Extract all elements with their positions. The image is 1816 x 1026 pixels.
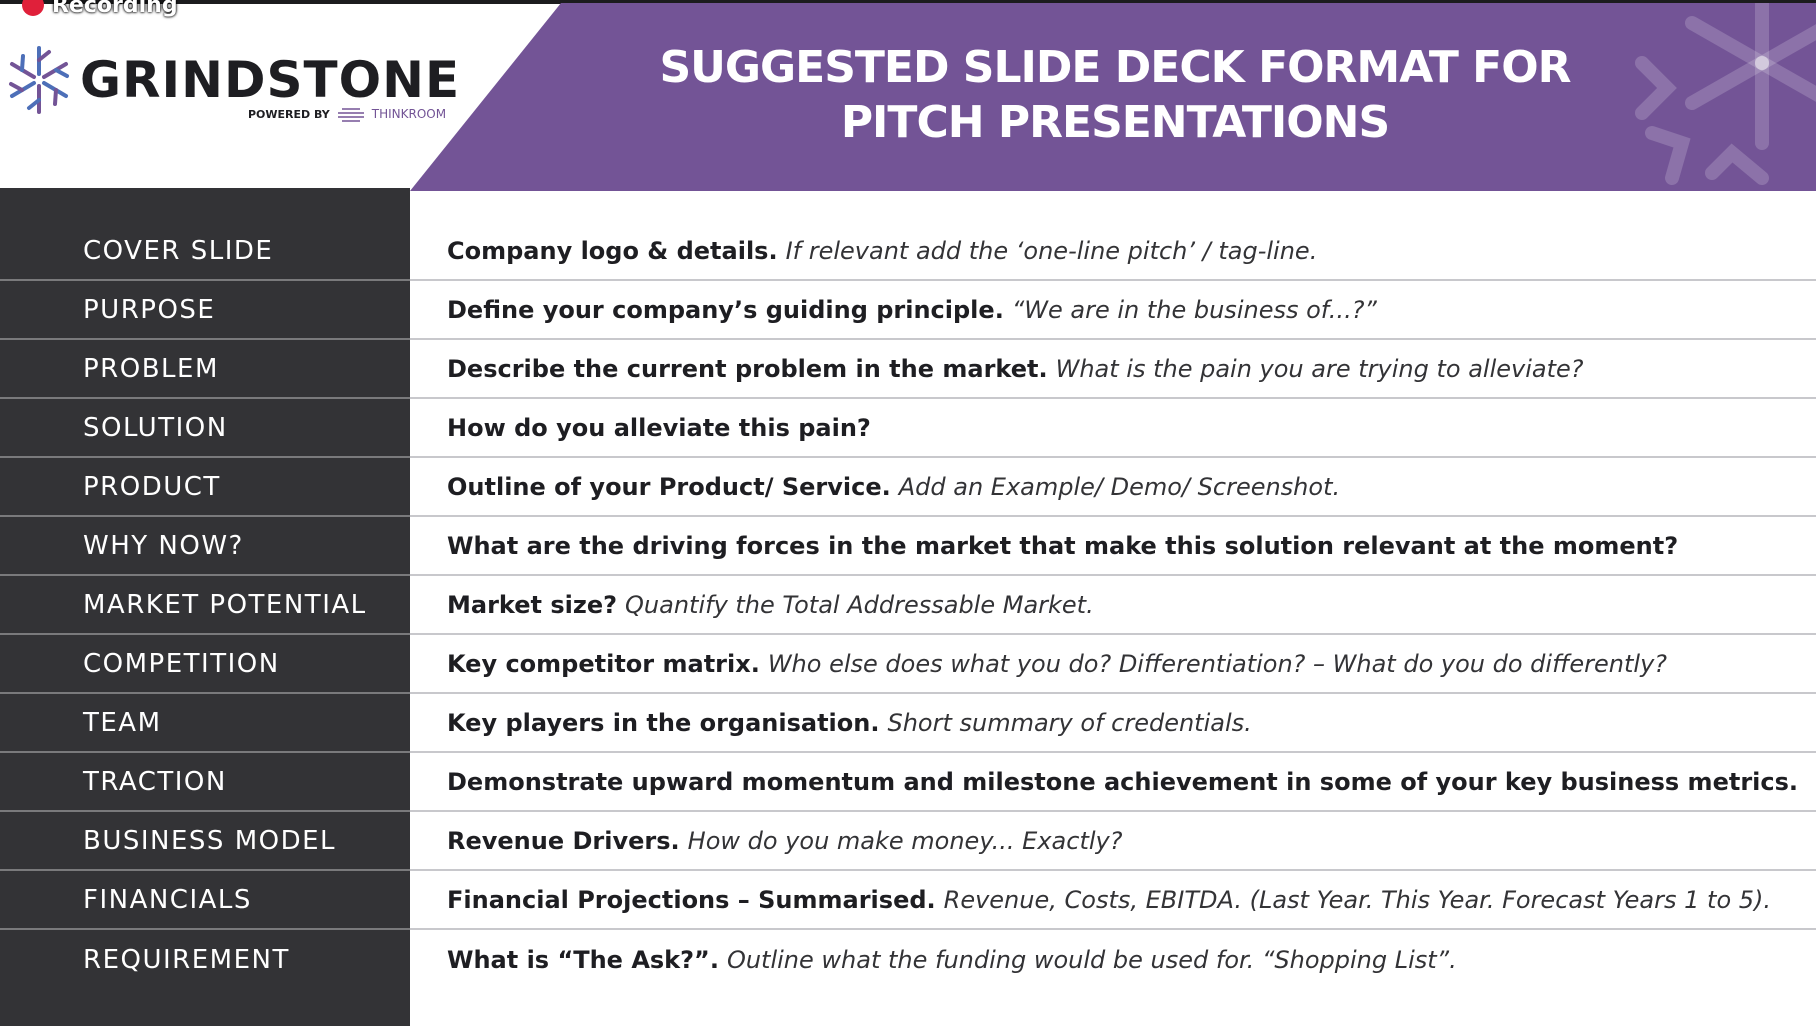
page-title-line-2: PITCH PRESENTATIONS: [840, 97, 1390, 148]
row-description-italic: Short summary of credentials.: [887, 708, 1252, 737]
recording-label: Recording: [52, 0, 178, 18]
snowflake-watermark-icon: [1635, 3, 1816, 185]
row-label: WHY NOW?: [0, 517, 410, 576]
row-description-italic: Revenue, Costs, EBITDA. (Last Year. This…: [943, 885, 1772, 914]
row-description-bold: What are the driving forces in the marke…: [447, 531, 1679, 560]
row-description-bold: Outline of your Product/ Service.: [447, 472, 891, 501]
row-label: BUSINESS MODEL: [0, 812, 410, 871]
powered-by-label: POWERED BY: [248, 107, 330, 121]
row-description-italic: What is the pain you are trying to allev…: [1055, 354, 1584, 383]
row-description-bold: Demonstrate upward momentum and mileston…: [447, 767, 1799, 796]
row-label: COVER SLIDE: [0, 222, 410, 281]
table-row: REQUIREMENT What is “The Ask?”. Outline w…: [0, 930, 1816, 989]
row-description: Key players in the organisation. Short su…: [410, 694, 1816, 753]
row-description-italic: If relevant add the ‘one-line pitch’ / t…: [785, 236, 1318, 265]
table-row: COVER SLIDE Company logo & details. If re…: [0, 222, 1816, 281]
row-label: SOLUTION: [0, 399, 410, 458]
powered-by: POWERED BY THINKROOM: [248, 106, 446, 122]
row-description-bold: Define your company’s guiding principle.: [447, 295, 1004, 324]
row-label: COMPETITION: [0, 635, 410, 694]
row-description-bold: Market size?: [447, 590, 618, 619]
page-title-line-1: SUGGESTED SLIDE DECK FORMAT FOR: [659, 42, 1571, 93]
row-label: TEAM: [0, 694, 410, 753]
table-row: COMPETITION Key competitor matrix. Who el…: [0, 635, 1816, 694]
row-description-italic: Add an Example/ Demo/ Screenshot.: [898, 472, 1341, 501]
row-description-bold: What is “The Ask?”.: [447, 945, 719, 974]
row-label: PRODUCT: [0, 458, 410, 517]
row-description: Financial Projections – Summarised. Reven…: [410, 871, 1816, 930]
row-label: MARKET POTENTIAL: [0, 576, 410, 635]
page-title: SUGGESTED SLIDE DECK FORMAT FOR PITCH PR…: [650, 40, 1580, 150]
row-description-bold: Describe the current problem in the mark…: [447, 354, 1048, 383]
row-description-italic: “We are in the business of...?”: [1011, 295, 1377, 324]
row-description: Demonstrate upward momentum and mileston…: [410, 753, 1816, 812]
row-description: Define your company’s guiding principle.…: [410, 281, 1816, 340]
thinkroom-label: THINKROOM: [371, 107, 447, 121]
row-description: Describe the current problem in the mark…: [410, 340, 1816, 399]
row-label: REQUIREMENT: [0, 930, 410, 989]
row-label: PROBLEM: [0, 340, 410, 399]
record-dot-icon: [22, 0, 44, 16]
row-description: Market size? Quantify the Total Addressab…: [410, 576, 1816, 635]
row-description-bold: Key competitor matrix.: [447, 649, 760, 678]
header-band: [410, 3, 1816, 191]
row-description-bold: How do you alleviate this pain?: [447, 413, 871, 442]
table-row: SOLUTION How do you alleviate this pain?: [0, 399, 1816, 458]
table-row: PROBLEM Describe the current problem in …: [0, 340, 1816, 399]
recording-indicator: Recording: [22, 0, 178, 20]
table-row: TEAM Key players in the organisation. Sho…: [0, 694, 1816, 753]
row-description-italic: How do you make money... Exactly?: [687, 826, 1123, 855]
slide-format-table: COVER SLIDE Company logo & details. If re…: [0, 222, 1816, 989]
brand-name: GRINDSTONE: [80, 51, 461, 109]
row-description-italic: Quantify the Total Addressable Market.: [625, 590, 1094, 619]
window-top-border: [0, 0, 1816, 4]
thinkroom-logo-icon: [337, 108, 364, 122]
table-row: BUSINESS MODEL Revenue Drivers. How do yo…: [0, 812, 1816, 871]
row-label: PURPOSE: [0, 281, 410, 340]
row-description: Revenue Drivers. How do you make money...…: [410, 812, 1816, 871]
row-description: How do you alleviate this pain?: [410, 399, 1816, 458]
row-description-bold: Key players in the organisation.: [447, 708, 880, 737]
row-description: What is “The Ask?”. Outline what the fund…: [410, 930, 1816, 989]
row-description: What are the driving forces in the marke…: [410, 517, 1816, 576]
table-row: MARKET POTENTIAL Market size? Quantify th…: [0, 576, 1816, 635]
row-description-italic: Who else does what you do? Differentiati…: [767, 649, 1668, 678]
row-label: TRACTION: [0, 753, 410, 812]
grindstone-logo-icon: [9, 46, 69, 114]
table-row: WHY NOW? What are the driving forces in …: [0, 517, 1816, 576]
row-description: Outline of your Product/ Service. Add an …: [410, 458, 1816, 517]
row-label: FINANCIALS: [0, 871, 410, 930]
row-description-bold: Financial Projections – Summarised.: [447, 885, 936, 914]
row-description: Key competitor matrix. Who else does what…: [410, 635, 1816, 694]
table-row: PRODUCT Outline of your Product/ Service…: [0, 458, 1816, 517]
row-description-bold: Company logo & details.: [447, 236, 778, 265]
row-description-bold: Revenue Drivers.: [447, 826, 680, 855]
row-description-italic: Outline what the funding would be used f…: [726, 945, 1457, 974]
table-row: PURPOSE Define your company’s guiding pr…: [0, 281, 1816, 340]
row-description: Company logo & details. If relevant add t…: [410, 222, 1816, 281]
table-row: TRACTION Demonstrate upward momentum and…: [0, 753, 1816, 812]
table-row: FINANCIALS Financial Projections – Summa…: [0, 871, 1816, 930]
